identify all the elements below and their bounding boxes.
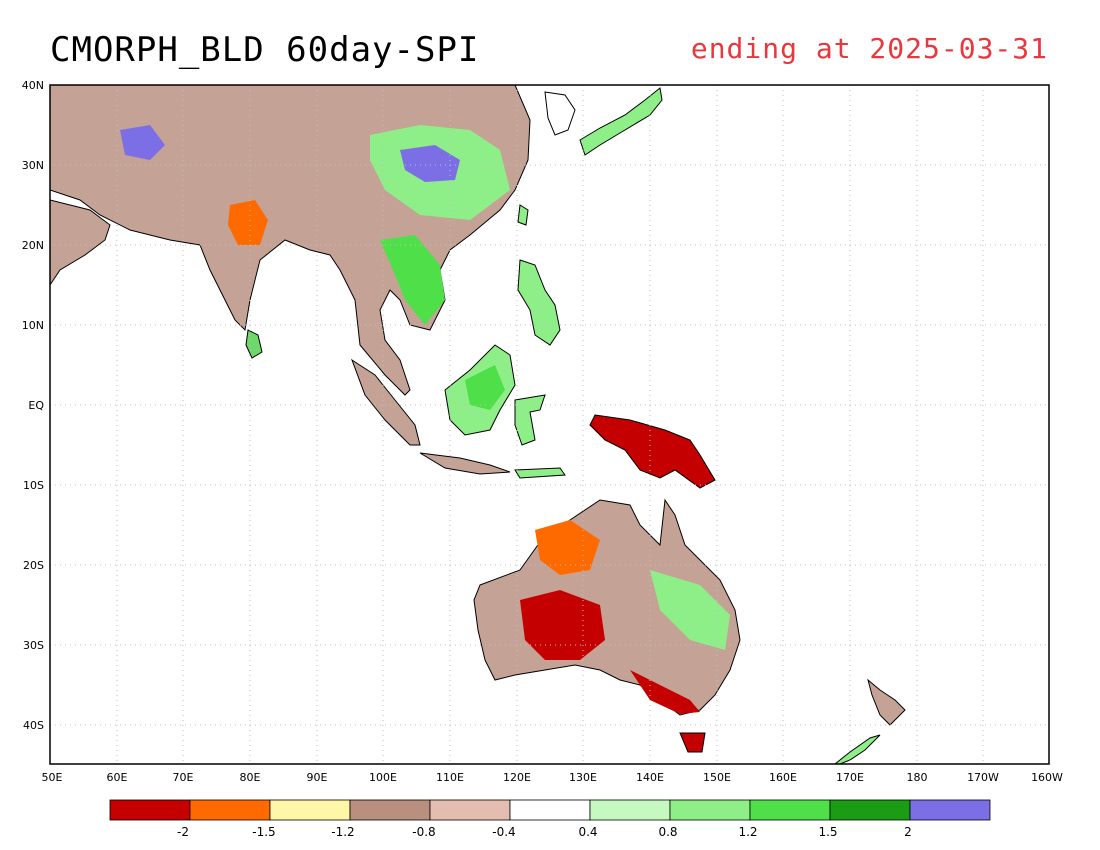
- legend-swatch: [589, 799, 671, 821]
- lon-label: 100E: [369, 771, 397, 784]
- wet-patch-borneo: [465, 365, 505, 410]
- lat-label: 40S: [23, 719, 44, 732]
- lat-label: EQ: [28, 399, 44, 412]
- wet-patch-indochina: [380, 235, 445, 325]
- legend-label: 0.4: [578, 825, 597, 839]
- legend-label: 1.5: [818, 825, 837, 839]
- map-frame: [49, 84, 1050, 765]
- deficit-patch-india: [228, 200, 268, 245]
- lon-label: 60E: [107, 771, 128, 784]
- legend-swatch: [189, 799, 271, 821]
- legend-swatch: [429, 799, 511, 821]
- lat-label: 30S: [23, 639, 44, 652]
- lon-label: 140E: [636, 771, 664, 784]
- legend-swatch: [909, 799, 991, 821]
- land-sulawesi: [514, 394, 546, 446]
- legend-swatch: [269, 799, 351, 821]
- lon-label: 70E: [173, 771, 194, 784]
- land-sumatra: [351, 358, 421, 446]
- legend-label: 1.2: [738, 825, 757, 839]
- lon-label: 160E: [769, 771, 797, 784]
- map-date-subtitle: ending at 2025-03-31: [690, 32, 1048, 65]
- legend-labels: -2 -1.5 -1.2 -0.8 -0.4 0.4 0.8 1.2 1.5 2: [177, 825, 912, 839]
- lat-label: 30N: [22, 159, 44, 172]
- land-korea: [544, 91, 576, 136]
- land-tasmania: [679, 732, 706, 753]
- very-wet-patch-west: [120, 125, 165, 160]
- legend-label: -2: [177, 825, 189, 839]
- lat-label: 20S: [23, 559, 44, 572]
- land-arabia: [50, 199, 111, 286]
- wet-patch-east: [650, 570, 730, 650]
- lon-label: 120E: [503, 771, 531, 784]
- land-new-zealand-north: [867, 678, 906, 726]
- lon-label: 170W: [967, 771, 999, 784]
- land-taiwan: [517, 204, 529, 226]
- lon-label: 130E: [569, 771, 597, 784]
- lat-label: 40N: [22, 79, 44, 92]
- graticule: [50, 85, 1049, 764]
- lon-label: 80E: [240, 771, 261, 784]
- land-philippines: [517, 259, 561, 346]
- land-sri-lanka: [245, 329, 263, 359]
- legend-label: -0.4: [492, 825, 515, 839]
- map-title: CMORPH_BLD 60day-SPI: [50, 30, 480, 70]
- lon-label: 180: [907, 771, 928, 784]
- lat-axis-labels: 40N 30N 20N 10N EQ 10S 20S 30S 40S: [22, 79, 45, 732]
- legend-colorbar: [109, 799, 991, 821]
- lon-label: 150E: [703, 771, 731, 784]
- lon-label: 50E: [42, 771, 63, 784]
- deficit-patch-nw: [535, 520, 600, 575]
- very-wet-patch-china: [400, 145, 460, 182]
- deficit-patch-se: [630, 670, 700, 714]
- legend-label: -1.2: [331, 825, 354, 839]
- legend-label: -1.5: [252, 825, 275, 839]
- legend-swatch: [749, 799, 831, 821]
- legend-swatch: [349, 799, 431, 821]
- legend-swatch: [669, 799, 751, 821]
- deficit-patch-wa: [520, 590, 605, 660]
- map-layers: [50, 85, 1049, 764]
- lon-label: 170E: [836, 771, 864, 784]
- lat-label: 10N: [22, 319, 44, 332]
- legend-swatch: [109, 799, 191, 821]
- lon-label: 90E: [307, 771, 328, 784]
- land-japan: [579, 87, 663, 156]
- land-new-zealand-south: [834, 734, 881, 764]
- lon-label: 110E: [436, 771, 464, 784]
- legend-label: 0.8: [658, 825, 677, 839]
- land-lesser-sunda: [514, 467, 566, 479]
- land-java: [419, 452, 511, 475]
- land-new-guinea: [589, 414, 716, 489]
- lon-axis-labels: 50E 60E 70E 80E 90E 100E 110E 120E 130E …: [42, 771, 1064, 784]
- lat-label: 10S: [23, 479, 44, 492]
- legend-label: 2: [904, 825, 912, 839]
- legend-label: -0.8: [412, 825, 435, 839]
- lat-label: 20N: [22, 239, 44, 252]
- lon-label: 160W: [1031, 771, 1063, 784]
- legend-swatch: [509, 799, 591, 821]
- legend-swatch: [829, 799, 911, 821]
